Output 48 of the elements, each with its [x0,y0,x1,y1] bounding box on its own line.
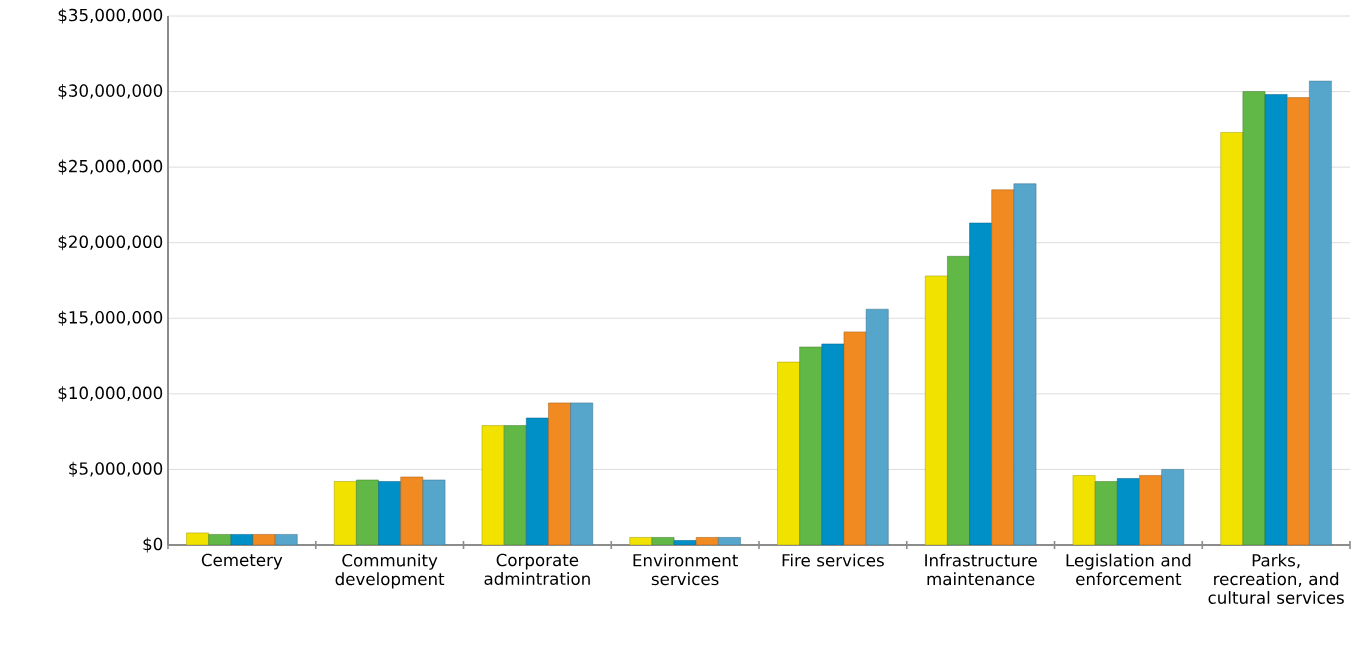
bar [924,275,948,545]
y-tick-label: $20,000,000 [58,235,163,251]
bar [1161,469,1185,545]
x-tick-label: Infrastructure maintenance [925,553,1037,586]
bar [1094,481,1118,545]
bar [186,532,209,545]
bar [1242,91,1266,545]
y-tick-label: $15,000,000 [58,310,163,326]
y-tick-label: $5,000,000 [69,461,163,477]
bar [1072,475,1096,545]
y-tick-label: $35,000,000 [58,8,163,24]
y-tick-label: $25,000,000 [58,159,163,175]
bar [777,361,800,545]
y-tick-label: $0 [143,537,163,553]
bar [1286,97,1310,545]
y-tick-label: $30,000,000 [58,84,163,100]
bar [503,425,527,545]
bar [991,189,1015,545]
x-tick-label: Corporate admintration [484,553,590,585]
bar [799,346,823,545]
bar [1013,183,1037,545]
bar [865,308,889,545]
bar [208,534,232,545]
x-tick-label: Community development [335,553,445,589]
bar [947,256,970,545]
bar [1220,132,1244,545]
bar [378,481,401,545]
x-tick-label: Parks, recreation, and cultural services [1208,553,1344,604]
bar [526,417,549,545]
bar [1117,478,1140,545]
bar [821,343,845,545]
x-tick-label: Legislation and enforcement [1066,553,1191,586]
bar [1264,94,1288,545]
bar [548,402,571,545]
x-tick-label: Environment services [633,553,738,586]
bar [651,537,675,545]
x-tick-label: Fire services [782,553,884,567]
bar [333,481,357,545]
y-tick-label: $10,000,000 [58,386,163,402]
bar [400,476,424,545]
bar [570,402,594,545]
bar [356,479,379,545]
bar [969,222,992,545]
bar [629,537,653,545]
bar [1309,80,1332,545]
x-tick-label: Cemetery [201,553,283,570]
bar [481,425,505,545]
bar [1139,475,1162,545]
